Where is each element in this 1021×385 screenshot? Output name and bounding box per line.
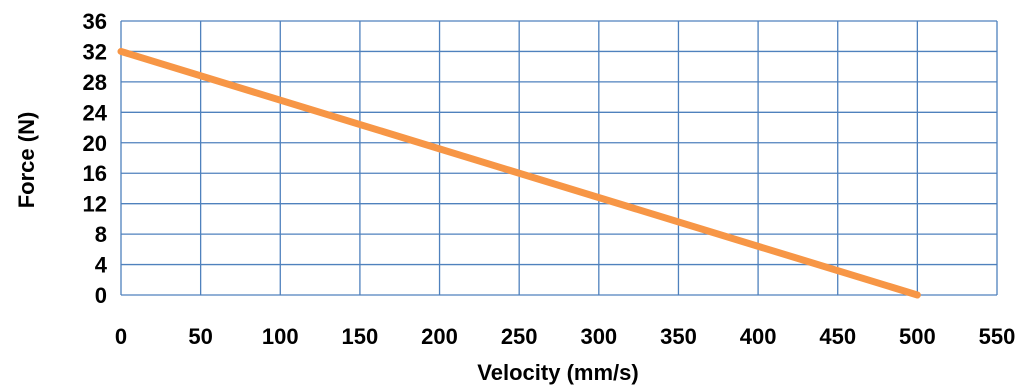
y-tick-label: 12: [83, 192, 107, 217]
y-tick-label: 0: [95, 283, 107, 308]
y-axis-title: Force (N): [14, 112, 39, 209]
x-tick-label: 250: [501, 324, 538, 349]
y-tick-label: 32: [83, 39, 107, 64]
y-tick-label: 24: [83, 100, 108, 125]
x-tick-label: 400: [740, 324, 777, 349]
x-tick-label: 500: [899, 324, 936, 349]
series-line: [117, 47, 921, 299]
x-tick-label: 550: [979, 324, 1016, 349]
x-tick-label: 350: [660, 324, 697, 349]
y-axis-ticks: 0 4 8 12 16 20 24 28 32 36: [83, 9, 108, 308]
x-tick-label: 50: [188, 324, 212, 349]
x-axis-ticks: 0 50 100 150 200 250 300 350 400 450 500 550: [115, 324, 1015, 349]
y-tick-label: 16: [83, 161, 107, 186]
x-tick-label: 0: [115, 324, 127, 349]
y-tick-label: 4: [95, 253, 108, 278]
x-axis-title: Velocity (mm/s): [477, 360, 638, 385]
y-tick-label: 8: [95, 222, 107, 247]
x-tick-label: 200: [421, 324, 458, 349]
x-tick-label: 100: [262, 324, 299, 349]
y-tick-label: 20: [83, 131, 107, 156]
y-tick-label: 36: [83, 9, 107, 34]
x-tick-label: 150: [342, 324, 379, 349]
x-tick-label: 450: [819, 324, 856, 349]
grid: [120, 20, 998, 296]
series-layer: [117, 47, 921, 299]
y-tick-label: 28: [83, 70, 107, 95]
x-tick-label: 300: [580, 324, 617, 349]
